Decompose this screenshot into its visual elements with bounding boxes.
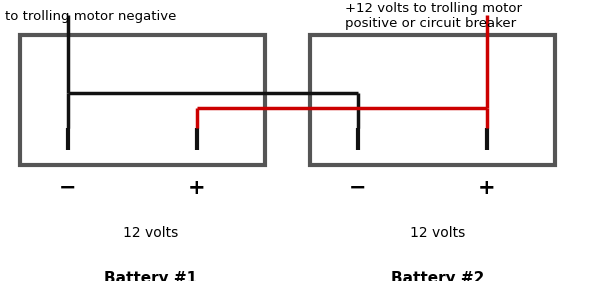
Text: +12 volts to trolling motor
positive or circuit breaker: +12 volts to trolling motor positive or …	[345, 2, 522, 30]
Text: to trolling motor negative: to trolling motor negative	[5, 10, 176, 23]
Text: Battery #1: Battery #1	[104, 271, 197, 281]
Text: −: −	[59, 178, 77, 198]
Text: 12 volts: 12 volts	[411, 226, 466, 240]
Bar	[20, 35, 265, 165]
Text: +: +	[188, 178, 206, 198]
Text: +: +	[478, 178, 496, 198]
Text: 12 volts: 12 volts	[123, 226, 178, 240]
Text: Battery #2: Battery #2	[391, 271, 485, 281]
Bar	[310, 35, 555, 165]
Text: −: −	[349, 178, 367, 198]
